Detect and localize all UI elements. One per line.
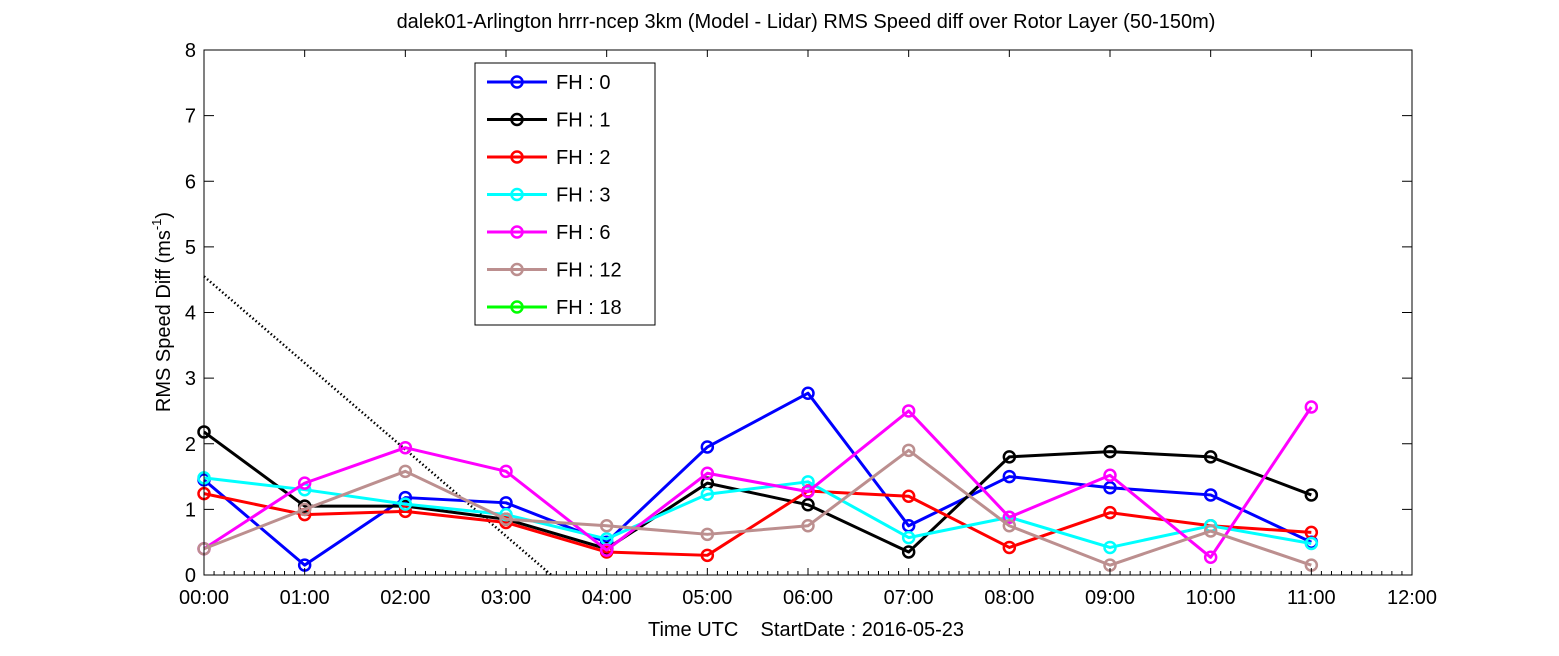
series-marker: [801, 519, 815, 533]
legend: FH : 0 FH : 1 FH : 2 FH : 3 FH : 6 FH : 12 FH …: [474, 62, 656, 326]
series-marker: [1103, 444, 1117, 459]
y-axis-ticks: 0 1 2 3 4 5 6 7 8: [185, 40, 1412, 587]
x-tick-label: 10:00: [1186, 587, 1236, 609]
x-tick-label: 01:00: [280, 587, 330, 609]
series-line: [203, 476, 1312, 549]
x-tick-label: 02:00: [380, 587, 430, 609]
series-line: [203, 489, 1312, 557]
y-tick-label: 6: [185, 171, 196, 193]
series-marker: [398, 504, 413, 519]
series-marker: [700, 466, 715, 481]
legend-label: FH : 18: [556, 297, 622, 319]
series-marker: [398, 464, 413, 479]
legend-marker: [510, 187, 524, 202]
y-axis-label-main: RMS Speed Diff (ms: [153, 230, 175, 412]
series-line: [203, 448, 1312, 567]
legend-marker: [510, 300, 524, 314]
series-marker: [1002, 540, 1017, 555]
series-marker: [1304, 536, 1319, 551]
series-marker: [1304, 400, 1319, 414]
legend-label: FH : 1: [556, 110, 610, 132]
y-tick-label: 5: [185, 237, 196, 259]
series-marker: [1103, 505, 1117, 520]
x-axis-ticks: 00:00 01:00 02:00 03:00 04:00 05:00 06:00 07:00…: [179, 50, 1437, 609]
chart-title: dalek01-Arlington hrrr-ncep 3km (Model -…: [397, 11, 1216, 33]
legend-label: FH : 6: [556, 222, 610, 244]
x-tick-label: 11:00: [1287, 587, 1336, 609]
series-marker: [901, 404, 916, 418]
y-axis-label-tail: ): [153, 212, 175, 219]
series-marker: [1002, 510, 1017, 524]
y-tick-label: 7: [185, 106, 196, 128]
legend-label: FH : 3: [556, 185, 610, 207]
reference-line-layer: [203, 275, 553, 576]
y-tick-label: 8: [185, 40, 196, 62]
series-marker: [297, 502, 312, 517]
series-marker: [1002, 450, 1017, 464]
legend-marker: [510, 112, 524, 127]
series-marker: [801, 498, 815, 512]
plot-area: 00:00 01:00 02:00 03:00 04:00 05:00 06:00 07:00…: [179, 40, 1437, 609]
series-marker: [1203, 450, 1218, 464]
series-marker: [1002, 519, 1017, 533]
y-axis-label: RMS Speed Diff (ms-1): [149, 212, 175, 412]
series-marker: [1203, 550, 1218, 565]
series-marker: [901, 489, 916, 503]
legend-marker: [510, 75, 524, 89]
x-tick-label: 09:00: [1085, 587, 1135, 609]
series-marker: [1002, 469, 1017, 484]
legend-marker: [510, 262, 524, 277]
series-marker: [1103, 480, 1117, 495]
reference-dotted-line: [203, 275, 553, 576]
legend-label: FH : 0: [556, 72, 610, 94]
series-marker: [700, 527, 715, 542]
series-marker: [901, 545, 916, 559]
x-tick-label: 08:00: [984, 587, 1034, 609]
legend-label: FH : 2: [556, 147, 610, 169]
legend-label: FH : 12: [556, 260, 622, 282]
x-tick-label: 03:00: [481, 587, 531, 609]
series-marker: [901, 530, 916, 545]
series-marker: [297, 476, 312, 490]
series-marker: [599, 543, 614, 557]
legend-marker: [510, 225, 524, 239]
series-marker: [1103, 540, 1117, 555]
series-marker: [801, 386, 815, 400]
y-axis-label-unit-exponent: -1: [149, 219, 164, 231]
legend-marker: [510, 150, 524, 164]
series-line: [203, 406, 1313, 559]
series-marker: [398, 497, 413, 511]
y-tick-label: 2: [185, 434, 196, 456]
series-marker: [901, 443, 916, 458]
x-tick-label: 00:00: [179, 587, 229, 609]
y-tick-label: 0: [185, 565, 196, 587]
x-tick-label: 07:00: [884, 587, 934, 609]
series-marker: [1203, 488, 1218, 502]
series-marker: [499, 464, 513, 479]
series-marker: [700, 548, 715, 563]
x-tick-label: 05:00: [682, 587, 732, 609]
series-line: [203, 430, 1312, 554]
series-marker: [700, 440, 715, 454]
x-tick-label: 04:00: [582, 587, 632, 609]
series-marker: [599, 519, 614, 533]
series-marker: [1103, 468, 1117, 482]
x-tick-label: 12:00: [1387, 587, 1437, 609]
y-tick-label: 3: [185, 368, 196, 390]
series-layer: [197, 386, 1319, 572]
series-marker: [1304, 488, 1319, 502]
series-marker: [499, 512, 513, 526]
series-marker: [801, 484, 815, 499]
series-marker: [1203, 524, 1218, 538]
x-tick-label: 06:00: [783, 587, 833, 609]
series-marker: [700, 487, 715, 502]
x-axis-label: Time UTC StartDate : 2016-05-23: [648, 619, 964, 641]
series-marker: [398, 440, 413, 455]
y-tick-label: 4: [185, 303, 196, 325]
y-tick-label: 1: [185, 499, 196, 521]
